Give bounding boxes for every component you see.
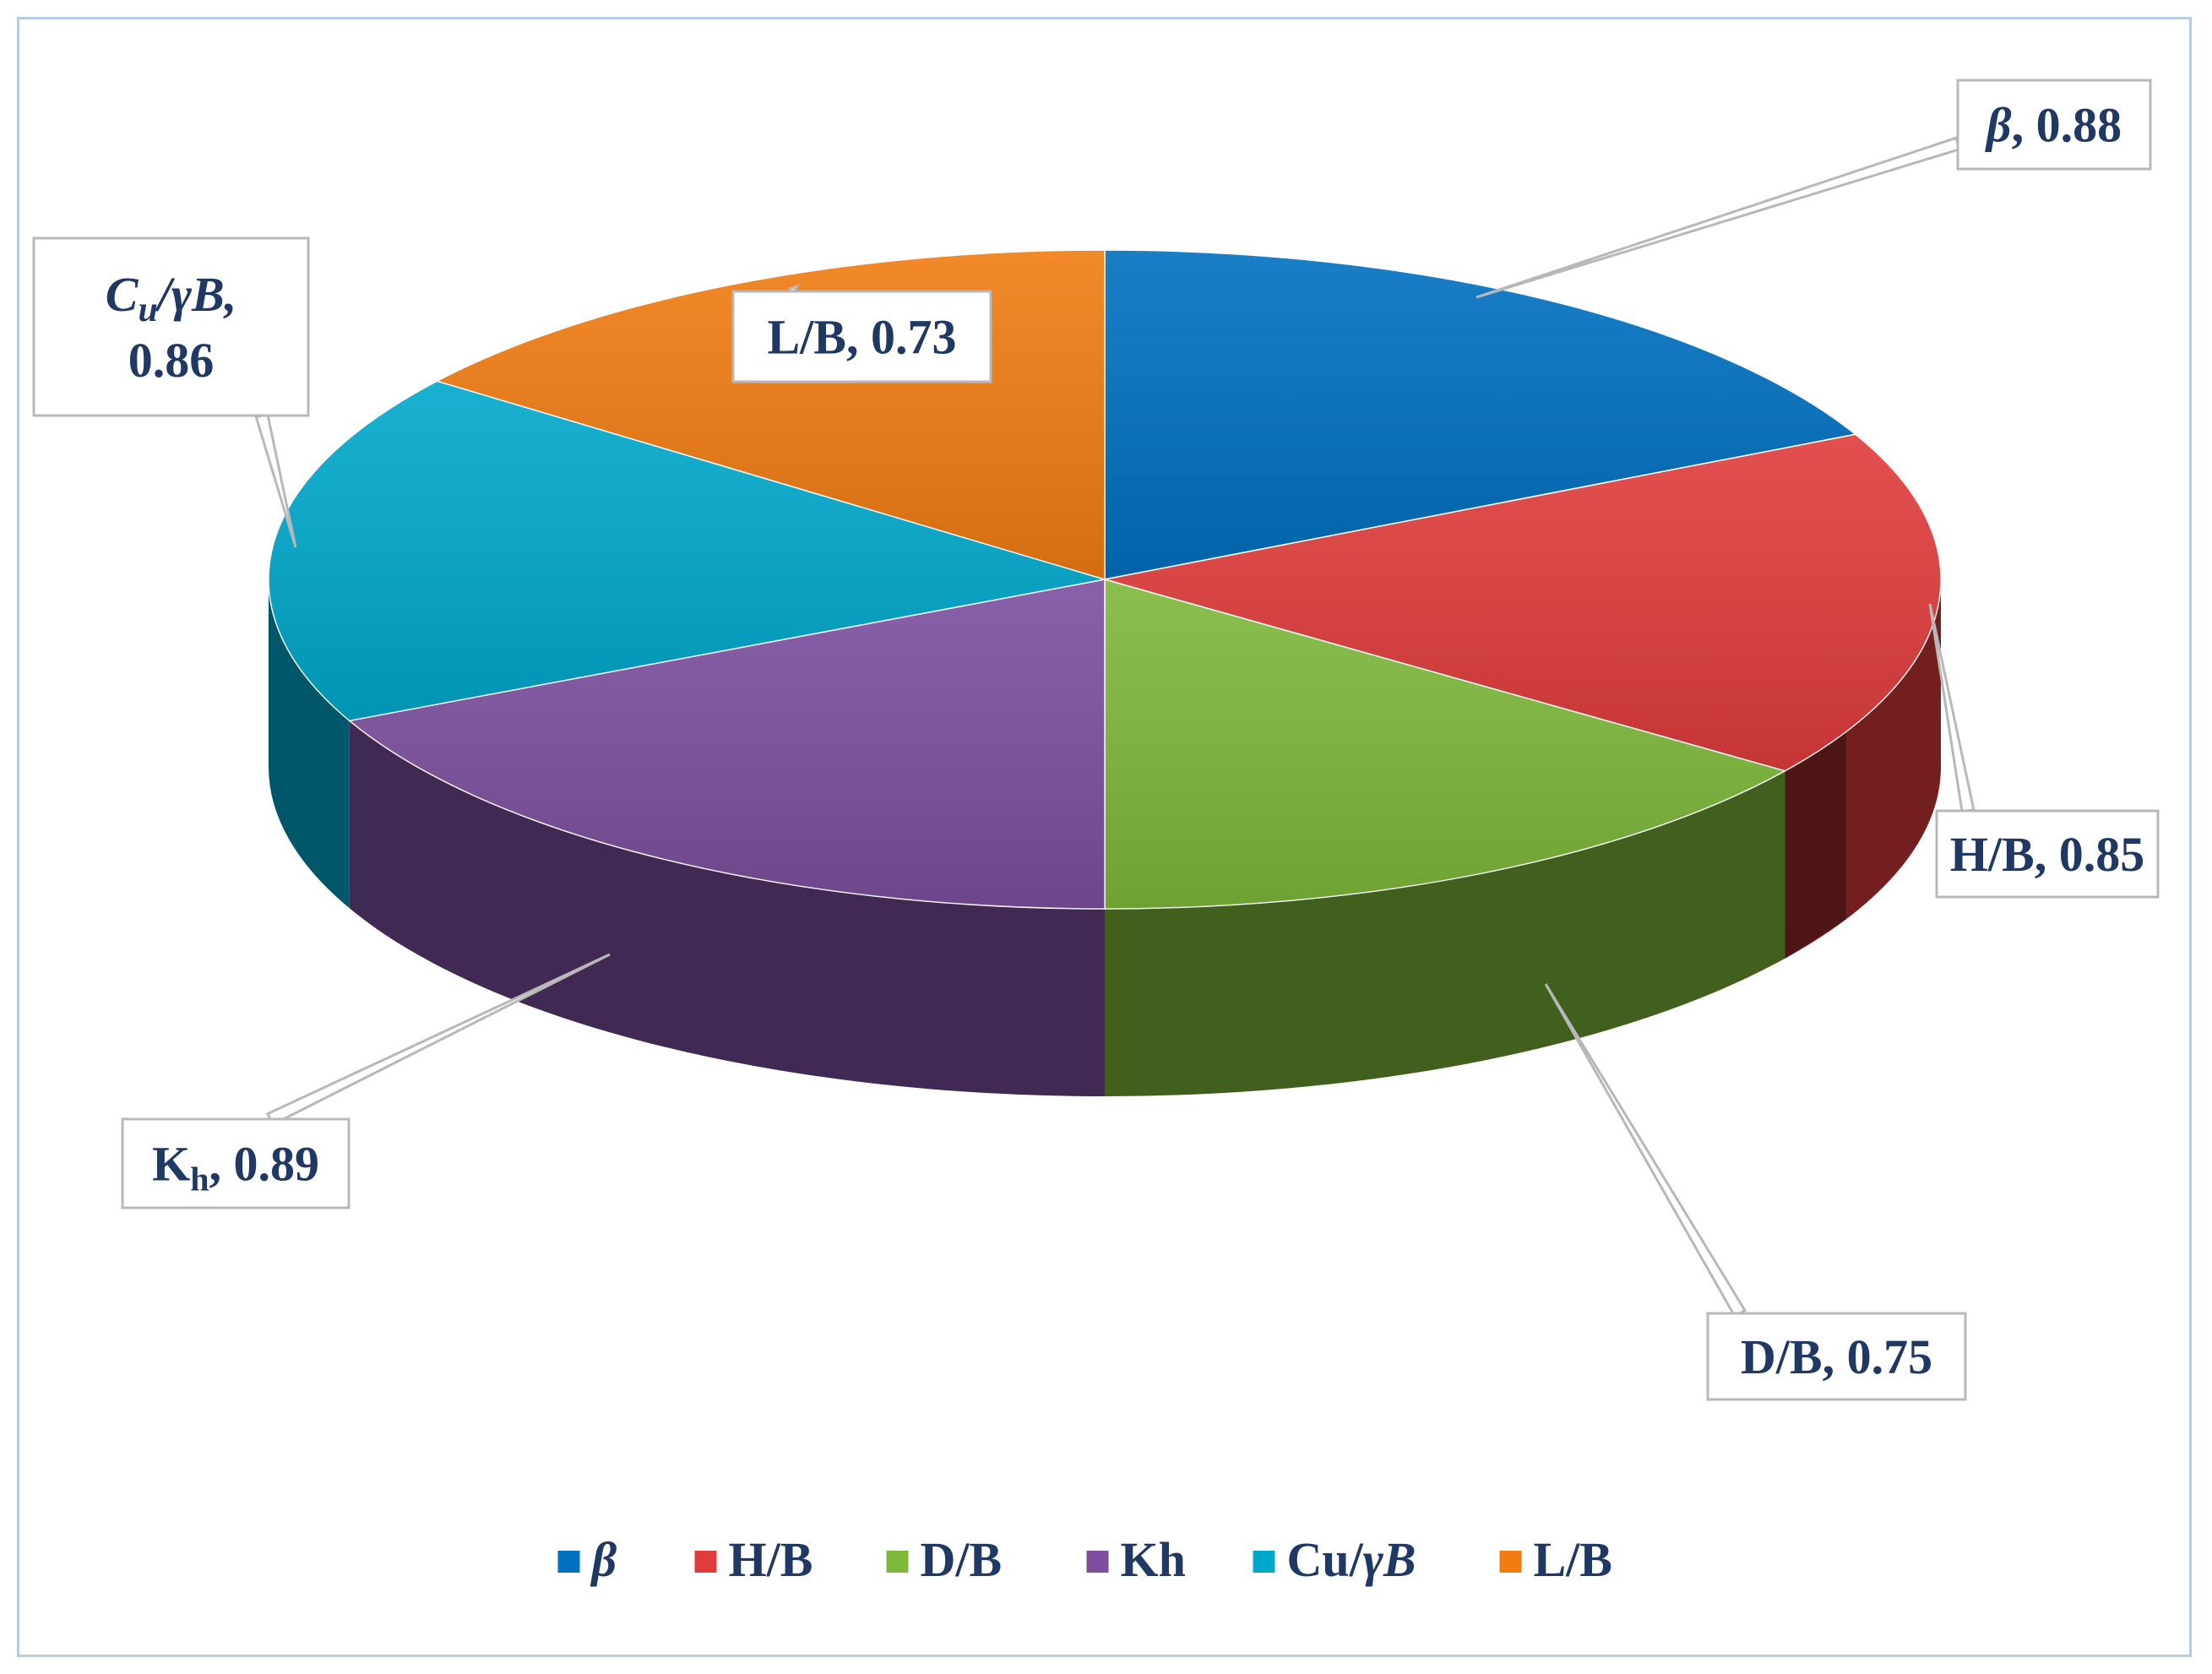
data-label-text-hb: H/B, 0.85 bbox=[1950, 827, 2144, 882]
pie-side-kh bbox=[349, 720, 1106, 1096]
leader-line-beta bbox=[1476, 136, 1962, 299]
data-label-hb: H/B, 0.85 bbox=[1935, 809, 2160, 899]
legend-label-cu: Cu/γB bbox=[1287, 1532, 1416, 1587]
pie-side-db bbox=[1105, 770, 1785, 1096]
pie-slice-shade-beta bbox=[1105, 250, 1856, 579]
legend-item-lb: L/B bbox=[1499, 1532, 1613, 1587]
label-leader-lines bbox=[254, 136, 1976, 1318]
legend-item-beta: β bbox=[557, 1532, 617, 1587]
pie-side-walls bbox=[269, 579, 1941, 1096]
legend-label-db: D/B bbox=[921, 1532, 1003, 1587]
label-box-lb bbox=[731, 290, 992, 383]
data-label-lb: L/B, 0.73 bbox=[731, 290, 992, 383]
label-box-beta bbox=[1956, 79, 2152, 171]
leader-line-cu bbox=[254, 412, 297, 548]
legend-item-hb: H/B bbox=[694, 1532, 813, 1587]
data-label-text-kh: Kh, 0.89 bbox=[152, 1137, 319, 1198]
leader-line-kh bbox=[265, 953, 611, 1127]
pie-slice-shade-hb bbox=[1105, 434, 1941, 771]
label-box-hb bbox=[1935, 809, 2160, 899]
label-box-kh bbox=[121, 1117, 351, 1209]
data-label-text-lb: L/B, 0.73 bbox=[768, 310, 957, 365]
legend: β H/B D/B Kh Cu/γB L/B bbox=[557, 1532, 1613, 1587]
legend-swatch-hb bbox=[694, 1551, 717, 1573]
pie-side-cu bbox=[269, 579, 350, 909]
pie-slice-shade-kh bbox=[349, 579, 1106, 909]
legend-item-db: D/B bbox=[886, 1532, 1003, 1587]
data-label-text-cu: Cu/γB, 0.86 bbox=[106, 267, 236, 388]
legend-label-kh: Kh bbox=[1121, 1532, 1186, 1587]
legend-label-hb: H/B bbox=[729, 1532, 813, 1587]
data-label-kh: Kh, 0.89 bbox=[121, 1117, 351, 1209]
legend-swatch-db bbox=[886, 1551, 909, 1573]
data-label-text-db: D/B, 0.75 bbox=[1741, 1329, 1932, 1384]
legend-swatch-kh bbox=[1086, 1551, 1109, 1573]
leader-line-db bbox=[1544, 983, 1747, 1318]
legend-swatch-cu bbox=[1253, 1551, 1275, 1573]
data-label-cu: Cu/γB, 0.86 bbox=[32, 236, 310, 417]
legend-item-cu: Cu/γB bbox=[1253, 1532, 1416, 1587]
legend-item-kh: Kh bbox=[1086, 1532, 1186, 1587]
legend-label-lb: L/B bbox=[1534, 1532, 1613, 1587]
legend-swatch-beta bbox=[557, 1551, 580, 1573]
data-label-text-beta: β, 0.88 bbox=[1985, 98, 2122, 153]
pie-side-edge-hb bbox=[1785, 731, 1846, 959]
data-label-db: D/B, 0.75 bbox=[1706, 1312, 1967, 1401]
data-label-beta: β, 0.88 bbox=[1956, 79, 2152, 171]
data-label-callouts: β, 0.88 H/B, 0.85 D/B, 0.75 Kh, 0.89 Cu/γB, 0… bbox=[32, 79, 2160, 1401]
legend-label-beta: β bbox=[590, 1532, 617, 1587]
pie-top-faces bbox=[268, 249, 1942, 910]
pie-slice-shade-db bbox=[1105, 579, 1785, 909]
legend-swatch-lb bbox=[1499, 1551, 1522, 1573]
label-box-cu bbox=[32, 236, 310, 417]
pie-slice-shade-cu bbox=[268, 381, 1105, 721]
label-box-db bbox=[1706, 1312, 1967, 1401]
